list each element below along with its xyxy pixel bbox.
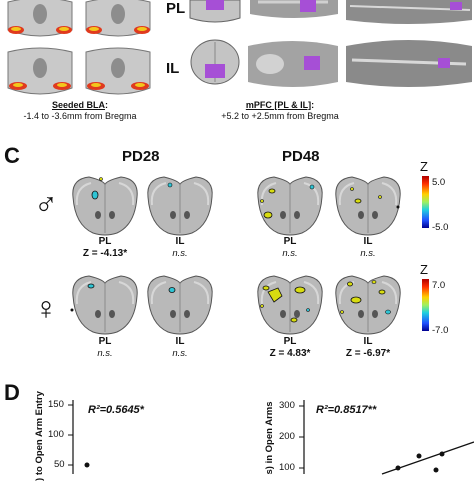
male-pd48-il-stat: n.s. xyxy=(360,248,376,259)
female-pd48-pl-slice xyxy=(256,275,324,335)
female-pd28-il-slice xyxy=(146,275,214,335)
right-tick-label-100: 100 xyxy=(279,462,295,473)
panel-d-letter: D xyxy=(4,380,20,405)
female-colorbar-min: -7.0 xyxy=(432,325,449,336)
panel-c-letter: C xyxy=(4,143,20,168)
pl-coronal-slice xyxy=(189,0,241,23)
left-tick-label-150: 150 xyxy=(48,399,64,410)
male-pd48-pl-stat: n.s. xyxy=(282,248,298,259)
mpfc-caption-title: mPFC [PL & IL] xyxy=(245,100,312,110)
female-colorbar xyxy=(422,279,429,331)
female-pd48-il-stat: Z = -6.97* xyxy=(345,348,391,359)
female-pd28-pl-slice xyxy=(70,275,139,335)
male-pd48-il-label: IL xyxy=(363,236,373,247)
il-sagittal-slice xyxy=(248,41,338,87)
male-pd28-pl-stat: Z = -4.13* xyxy=(82,248,128,259)
female-symbol: ♀ xyxy=(34,290,58,326)
mpfc-brain-slices xyxy=(189,0,472,87)
pl-row-label: PL xyxy=(166,0,186,17)
female-pd28-il-label: IL xyxy=(175,336,185,347)
right-regression-line xyxy=(381,441,474,475)
female-pd28-pl-stat: n.s. xyxy=(97,348,113,359)
female-pd48-il-slice xyxy=(334,275,402,335)
male-pd28-pl-slice xyxy=(71,176,139,236)
right-tick-label-300: 300 xyxy=(279,400,295,411)
pl-sagittal-slice xyxy=(250,0,338,18)
right-data-point-3 xyxy=(439,451,445,457)
right-data-point-1 xyxy=(395,465,401,471)
male-colorbar-min: -5.0 xyxy=(432,222,449,233)
left-tick-label-50: 50 xyxy=(54,459,65,470)
female-pd48-pl-stat: Z = 4.83* xyxy=(269,348,311,359)
il-horizontal-slice xyxy=(346,40,472,87)
mpfc-caption-range: +5.2 to +2.5mm from Bregma xyxy=(221,111,339,121)
male-pd48-il-slice xyxy=(334,176,402,236)
panel-d-plots xyxy=(68,400,474,475)
male-pd48-pl-label: PL xyxy=(283,236,297,247)
bla-slice-bottom-left xyxy=(7,47,73,95)
mpfc-caption: mPFC [PL & IL]: +5.2 to +2.5mm from Breg… xyxy=(190,100,370,122)
mpfc-caption-colon: : xyxy=(311,100,315,110)
pl-horizontal-slice xyxy=(346,0,472,24)
female-pd28-pl-label: PL xyxy=(98,336,112,347)
bla-brain-slices xyxy=(7,0,151,95)
bla-slice-bottom-right xyxy=(85,47,151,95)
bla-slice-top-left xyxy=(7,0,73,37)
bla-slice-top-right xyxy=(85,0,151,37)
right-data-point-2 xyxy=(416,453,422,459)
left-data-point xyxy=(84,462,90,468)
il-coronal-slice xyxy=(190,39,240,85)
panel-c-brain-slices xyxy=(70,176,429,335)
male-pd28-pl-label: PL xyxy=(98,236,112,247)
male-colorbar xyxy=(422,176,429,228)
right-data-point-4 xyxy=(433,467,439,473)
female-pd28-il-stat: n.s. xyxy=(172,348,188,359)
bla-caption-range: -1.4 to -3.6mm from Bregma xyxy=(23,111,137,121)
male-pd28-il-stat: n.s. xyxy=(172,248,188,259)
left-tick-label-100: 100 xyxy=(48,429,64,440)
il-row-label: IL xyxy=(166,60,180,77)
pd28-heading: PD28 xyxy=(122,148,160,165)
right-tick-label-200: 200 xyxy=(279,431,295,442)
bla-caption-title: Seeded BLA xyxy=(51,100,105,110)
bla-caption: Seeded BLA: -1.4 to -3.6mm from Bregma xyxy=(0,100,160,122)
pd48-heading: PD48 xyxy=(282,148,320,165)
left-r2-label: R²=0.5645* xyxy=(88,404,144,416)
female-colorbar-title: Z xyxy=(420,262,428,277)
right-y-axis-label: s) in Open Arms xyxy=(264,401,275,475)
bla-caption-colon: : xyxy=(105,100,108,110)
female-pd48-pl-label: PL xyxy=(283,336,297,347)
male-colorbar-max: 5.0 xyxy=(432,177,446,188)
male-pd28-il-slice xyxy=(146,176,214,236)
left-y-axis-label: ) to Open Arm Entry xyxy=(34,391,45,481)
male-colorbar-title: Z xyxy=(420,159,428,174)
right-r2-label: R²=0.8517** xyxy=(316,404,377,416)
female-colorbar-max: 7.0 xyxy=(432,280,446,291)
male-symbol: ♂ xyxy=(34,186,58,222)
male-pd48-pl-slice xyxy=(256,176,324,236)
female-pd48-il-label: IL xyxy=(363,336,373,347)
male-pd28-il-label: IL xyxy=(175,236,185,247)
